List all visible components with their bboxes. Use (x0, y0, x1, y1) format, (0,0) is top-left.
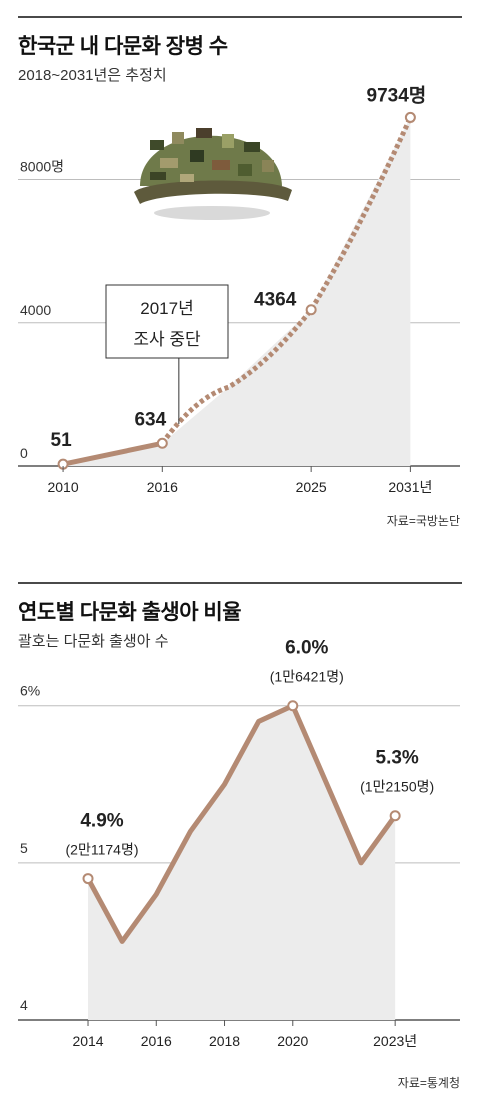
data-point (287, 700, 299, 712)
area-shape (88, 705, 396, 1020)
series-line (85, 703, 398, 944)
data-label-count: (2만1174명) (66, 842, 139, 858)
x-tick-label: 2016 (141, 1033, 172, 1049)
chart-births-svg: 4.9%(2만1174명)6.0%(1만6421명)5.3%(1만2150명) … (18, 638, 460, 1049)
data-label-value: 5.3% (376, 748, 419, 769)
chart-panel-births: 연도별 다문화 출생아 비율 괄호는 다문화 출생아 수 4.9% (2만1174… (0, 560, 480, 1100)
data-label: 9734명 (367, 84, 427, 106)
area-shape (63, 117, 411, 467)
x-tick-label: 2010 (47, 479, 78, 495)
chart-subtitle: 괄호는 다문화 출생아 수 (18, 633, 169, 650)
chart-title: 연도별 다문화 출생아 비율 (18, 601, 242, 624)
y-tick-label: 4000 (20, 302, 51, 318)
y-tick-label: 0 (20, 445, 28, 461)
data-point (389, 810, 401, 822)
chart-title: 한국군 내 다문화 장병 수 (18, 35, 228, 58)
x-tick-label: 2020 (277, 1033, 308, 1049)
line-series (85, 703, 398, 944)
line-actual (60, 440, 165, 467)
area-fill (63, 117, 411, 467)
x-tick-label: 2023년 (373, 1033, 417, 1049)
data-label: 634 (134, 409, 166, 430)
y-tick-label: 5 (20, 840, 28, 856)
y-tick-labels: 0 4000 8000명 (20, 159, 64, 461)
data-labels: 51 634 4364 9734명 (51, 84, 427, 451)
chart-panel-soldiers: 한국군 내 다문화 장병 수 2018~2031년은 추정치 51 634 4364… (18, 16, 462, 528)
x-tick-label: 2025 (296, 479, 327, 495)
data-label-value: 6.0% (285, 638, 328, 659)
y-tick-labels: 4 5 6% (20, 683, 40, 1013)
x-tick-label: 2018 (209, 1033, 240, 1049)
data-point (156, 437, 168, 449)
annotation-rect (105, 284, 229, 359)
annotation-line2: 조사 중단 (133, 330, 201, 349)
data-labels: 4.9% (2만1174명) 6.0% (1만6421명) 5.3% (1만2150명) (66, 638, 435, 858)
data-point (305, 304, 317, 316)
x-tick-label: 2031년 (388, 479, 432, 495)
source-text: 자료=국방논단 (386, 514, 460, 528)
military-helmet-icon (134, 128, 292, 220)
top-rule (18, 16, 462, 18)
data-points (82, 700, 401, 885)
chart-subtitle: 2018~2031년은 추정치 (18, 67, 167, 84)
line-estimate (160, 116, 413, 445)
data-label-count: (1만6421명) (270, 669, 344, 685)
data-point (82, 873, 94, 885)
x-tick-labels: 2014 2016 2018 2020 2023년 (72, 1020, 417, 1049)
area-fill (88, 705, 396, 1020)
y-tick-label: 4 (20, 997, 28, 1013)
y-tick-label: 8000명 (20, 159, 64, 175)
data-point (404, 111, 416, 123)
data-label: 51 (51, 430, 73, 451)
x-tick-label: 2014 (72, 1033, 103, 1049)
source-text: 자료=통계청 (397, 1076, 460, 1090)
annotation-line1: 2017년 (140, 299, 193, 318)
data-points (57, 111, 416, 470)
x-tick-label: 2016 (147, 479, 178, 495)
data-label: 4364 (254, 290, 297, 311)
y-tick-label: 6% (20, 683, 40, 699)
data-label-value: 4.9% (80, 811, 123, 832)
data-label-count: (1만2150명) (360, 779, 434, 795)
series-line (60, 116, 413, 467)
top-rule (18, 582, 462, 584)
x-tick-labels: 2010 2016 2025 2031년 (47, 466, 432, 495)
